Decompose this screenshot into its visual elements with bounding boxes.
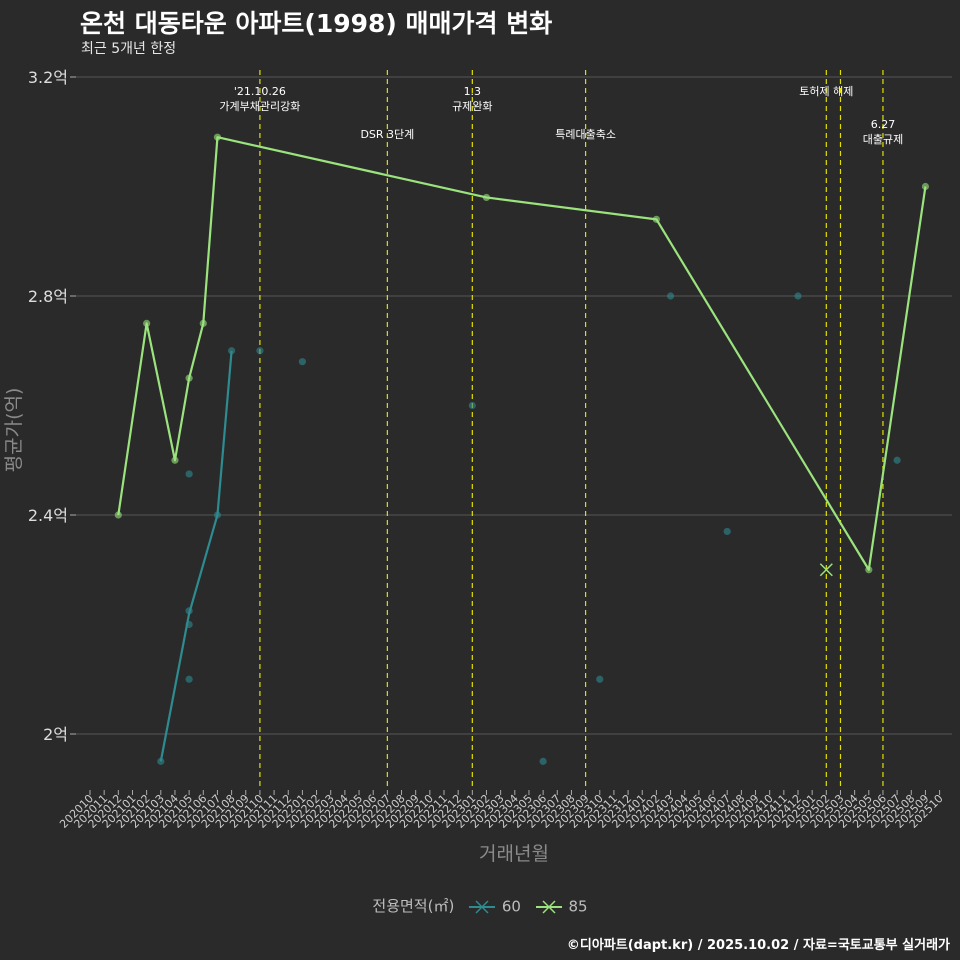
data-point-85 xyxy=(652,215,661,223)
legend-swatch-85 xyxy=(535,899,562,914)
event-label: 가계부채관리강화 xyxy=(219,100,300,113)
legend-label-60: 60 xyxy=(501,897,521,915)
data-point-85 xyxy=(143,319,151,327)
data-point-60 xyxy=(893,456,901,464)
y-tick-label: 2.4억 xyxy=(28,506,68,525)
event-label: DSR 3단계 xyxy=(360,128,414,141)
data-point-60 xyxy=(298,358,306,366)
chart-title: 온천 대동타운 아파트(1998) 매매가격 변화 xyxy=(80,9,553,38)
data-point-60 xyxy=(185,675,193,683)
y-tick-label: 2억 xyxy=(43,725,68,744)
data-point-60 xyxy=(228,347,236,355)
data-point-85 xyxy=(199,319,207,327)
source-caption: ©디아파트(dapt.kr) / 2025.10.02 / 자료=국토교통부 실… xyxy=(566,938,950,953)
series-line-60 xyxy=(159,350,233,762)
event-label: '21.10.26 xyxy=(234,85,286,98)
data-point-85 xyxy=(482,193,491,202)
series-line-85 xyxy=(117,136,927,571)
data-point-60 xyxy=(596,675,604,683)
data-point-60 xyxy=(723,527,731,536)
event-label: 6.27 xyxy=(871,118,896,131)
data-point-60 xyxy=(185,607,193,615)
data-point-85 xyxy=(185,374,193,382)
event-label: 대출규제 xyxy=(863,133,903,146)
event-label: 토허제 해제 xyxy=(799,84,853,98)
event-label: 1.3 xyxy=(464,85,482,98)
legend-label-85: 85 xyxy=(568,897,588,915)
legend: 전용면적(㎡) 60 85 xyxy=(0,895,960,917)
data-point-60 xyxy=(539,757,547,765)
data-point-60 xyxy=(185,470,193,478)
legend-item-60: 60 xyxy=(467,897,521,917)
chart-subtitle: 최근 5개년 한정 xyxy=(81,41,177,57)
legend-item-85: 85 xyxy=(534,897,588,917)
data-point-60 xyxy=(794,292,802,300)
data-point-60 xyxy=(256,347,264,355)
cross-marker xyxy=(819,563,833,577)
data-point-85 xyxy=(171,456,179,464)
y-axis-title: 평균가(억) xyxy=(3,388,25,473)
event-label: 특례대출축소 xyxy=(555,128,616,141)
data-point-60 xyxy=(157,757,165,765)
data-point-60 xyxy=(185,620,193,629)
legend-swatch-60 xyxy=(469,899,496,914)
data-point-85 xyxy=(114,511,122,519)
data-point-85 xyxy=(213,133,222,141)
y-tick-label: 2.8억 xyxy=(28,287,68,306)
legend-title: 전용면적(㎡) xyxy=(372,897,455,915)
data-point-60 xyxy=(468,401,476,410)
event-label: 규제완화 xyxy=(452,100,492,113)
data-point-60 xyxy=(213,511,222,519)
y-tick-label: 3.2억 xyxy=(28,68,68,87)
x-axis-title: 거래년월 xyxy=(479,843,549,865)
data-point-60 xyxy=(666,292,675,300)
data-point-85 xyxy=(865,566,873,574)
data-point-85 xyxy=(921,182,930,191)
